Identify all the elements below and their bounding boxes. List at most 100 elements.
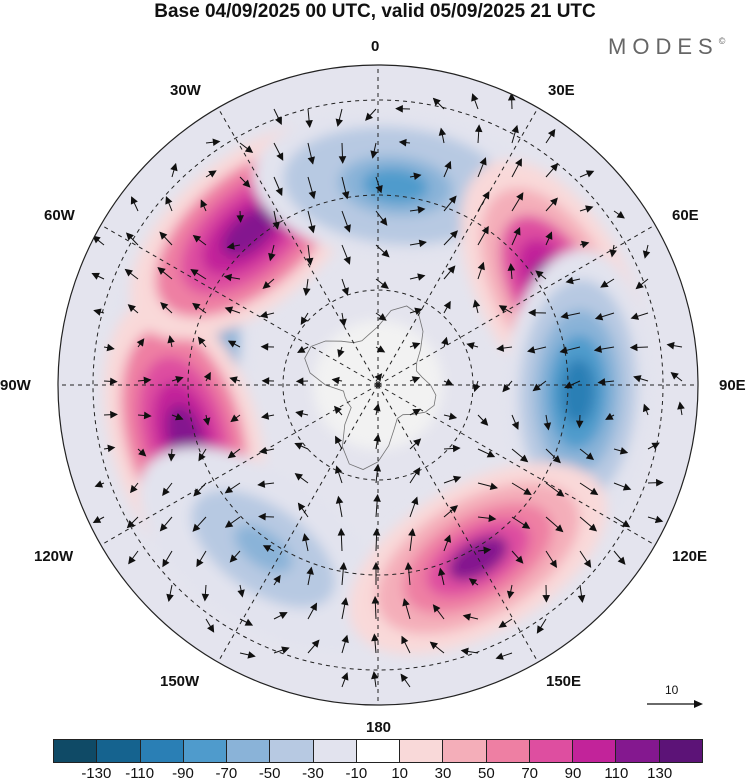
wind-vector-head [550, 197, 558, 206]
wind-vector-head [275, 187, 283, 197]
wind-vector-head [588, 523, 598, 532]
wind-vector-head [511, 421, 519, 430]
meridian-line [377, 107, 539, 386]
wind-vector-head [372, 527, 381, 536]
wind-vector-head [305, 257, 314, 266]
latitude-circle [282, 289, 474, 481]
colorbar-tick-label: 10 [391, 765, 408, 782]
colorbar-swatch [182, 740, 227, 762]
wind-vector-head [398, 138, 407, 147]
wind-vector-head [302, 533, 310, 542]
wind-vector-head [642, 250, 651, 259]
wind-vector-head [488, 514, 497, 523]
wind-vector-head [395, 105, 403, 113]
wind-vector-head [583, 559, 592, 568]
wind-vector-head [190, 268, 199, 277]
wind-vector-head [622, 483, 632, 491]
wind-vector-head [630, 312, 640, 320]
wind-vector-head [341, 634, 349, 644]
wind-vector-head [237, 589, 245, 598]
wind-vector-head [380, 281, 389, 289]
wind-vector-head [227, 450, 236, 459]
wind-vector-head [371, 633, 379, 642]
wind-vector-head [502, 383, 511, 393]
wind-vector-head [159, 231, 168, 240]
colorbar-tick-label: 30 [434, 765, 452, 782]
wind-vector-head [371, 595, 380, 604]
wind-vector-head [471, 93, 479, 102]
wind-vector-head [165, 196, 173, 205]
wind-vector-head [521, 521, 531, 529]
wind-vector-head [448, 412, 458, 420]
wind-vector-head [417, 273, 426, 281]
colorbar-tick-label: -50 [258, 765, 281, 782]
wind-vector-head [443, 534, 452, 543]
wind-vector-head [93, 308, 102, 316]
wind-vector-head [224, 520, 234, 528]
south-pole-marker [375, 382, 381, 388]
wind-vector-head [143, 376, 152, 385]
wind-vector-head [543, 422, 552, 431]
wind-vector-head [480, 417, 489, 426]
wind-vector-head [207, 624, 215, 633]
wind-vector-head [379, 217, 388, 226]
wind-vector-head [295, 377, 304, 385]
wind-vector-head [666, 341, 675, 350]
colorbar [53, 739, 703, 763]
wind-vector-head [203, 371, 211, 381]
colorbar-swatch [226, 740, 270, 762]
wind-vector-head [201, 593, 210, 602]
meridian-line [377, 224, 656, 386]
colorbar-swatch [658, 740, 702, 762]
wind-vector-head [305, 120, 313, 129]
wind-vector-head [460, 647, 469, 656]
wind-vector-head [128, 556, 136, 565]
wind-vector-head [310, 602, 318, 612]
wind-vector-head [175, 375, 184, 384]
wind-vector-head [444, 160, 452, 170]
wind-vector-head [655, 478, 664, 487]
wind-vector-head [414, 307, 423, 315]
wind-vector-head [339, 318, 347, 327]
colorbar-tick-label: -30 [302, 765, 324, 782]
wind-vector-head [143, 411, 152, 420]
lon-label-120e: 120E [672, 548, 708, 565]
wind-vector-head [378, 313, 387, 321]
wind-vector-head [91, 272, 100, 280]
wind-vector-head [341, 287, 349, 296]
wind-vector-head [443, 300, 451, 310]
wind-vector-head [593, 345, 603, 353]
wind-vector-head [294, 473, 303, 481]
wind-vector-head [412, 342, 421, 350]
wind-vector-head [559, 346, 568, 354]
wind-vector-head [413, 438, 422, 447]
meridian-line [217, 384, 379, 663]
wind-vector-head [412, 408, 421, 416]
colorbar-swatch [139, 740, 183, 762]
wind-vector-head [515, 158, 522, 167]
wind-vector-head [438, 567, 446, 576]
wind-vector-head [192, 234, 202, 243]
wind-vector-head [516, 192, 524, 201]
wind-vector-head [411, 376, 421, 384]
wind-vector-head [365, 112, 374, 121]
wind-vector-head [404, 561, 413, 570]
wind-vector-head [372, 561, 380, 570]
wind-vector-head [339, 561, 348, 570]
wind-vector-head [585, 205, 594, 213]
lon-label-30e: 30E [548, 82, 575, 99]
wind-vector-head [130, 484, 138, 494]
wind-vector-head [262, 545, 272, 553]
colorbar-swatch [399, 740, 443, 762]
wind-vector-head [515, 555, 524, 564]
meridian-line [100, 384, 379, 546]
wind-vector-head [449, 230, 458, 239]
meridian-line [377, 384, 539, 663]
wind-vector-head [334, 465, 343, 474]
wind-vector-head [259, 311, 269, 319]
antarctica-coastline [304, 305, 437, 470]
wind-vector-head [268, 252, 276, 262]
wind-vector-head [236, 215, 244, 223]
wind-vector-head [466, 342, 475, 350]
wind-vector-head [617, 556, 626, 565]
